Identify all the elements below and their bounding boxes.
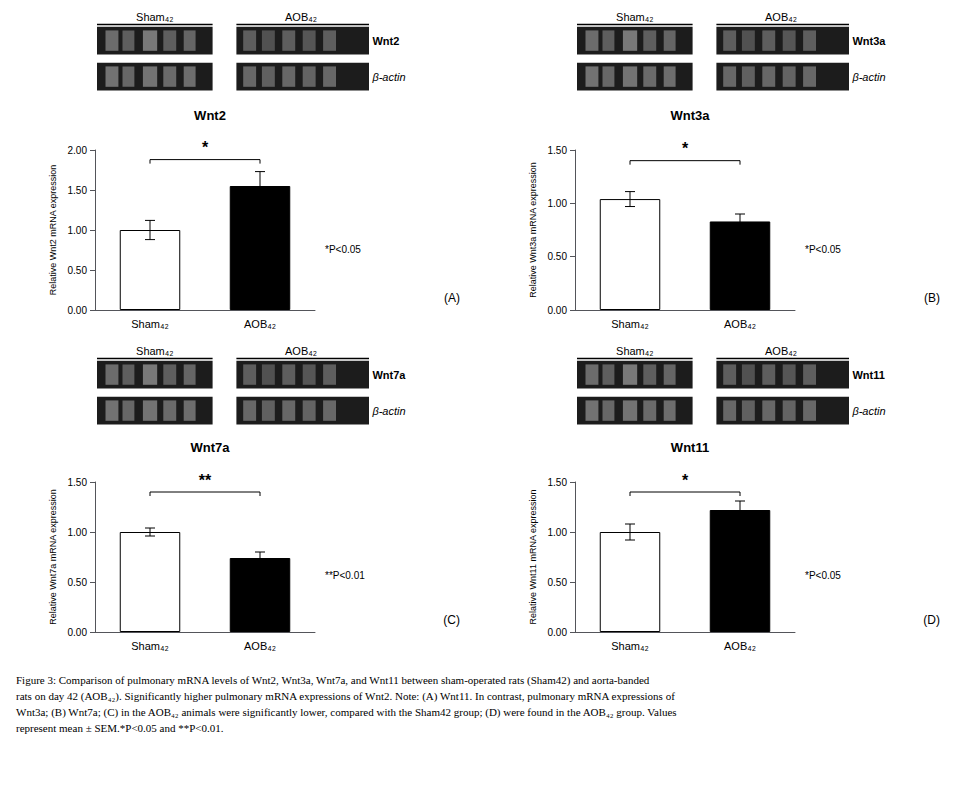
svg-text:1.00: 1.00 (548, 198, 568, 209)
svg-text:Wnt11: Wnt11 (671, 440, 709, 455)
svg-text:Sham₄₂: Sham₄₂ (136, 11, 174, 23)
svg-text:Relative Wnt11 mRNA expression: Relative Wnt11 mRNA expression (528, 490, 538, 625)
svg-text:β-actin: β-actin (371, 405, 405, 417)
svg-text:Sham₄₂: Sham₄₂ (131, 318, 169, 330)
svg-text:1.00: 1.00 (68, 225, 88, 236)
svg-text:rats on day 42 (AOB₄₂). Signif: rats on day 42 (AOB₄₂). Significantly hi… (16, 690, 675, 703)
svg-text:1.50: 1.50 (68, 477, 88, 488)
svg-text:*: * (682, 140, 689, 157)
svg-text:1.00: 1.00 (68, 527, 88, 538)
svg-text:Wnt3a; (B) Wnt7a; (C) in the A: Wnt3a; (B) Wnt7a; (C) in the AOB₄₂ anima… (16, 706, 677, 719)
svg-text:1.50: 1.50 (548, 145, 568, 156)
svg-text:Sham₄₂: Sham₄₂ (611, 318, 649, 330)
svg-text:0.00: 0.00 (68, 627, 88, 638)
svg-text:Wnt2: Wnt2 (194, 108, 226, 123)
svg-text:**P<0.01: **P<0.01 (325, 570, 365, 581)
svg-text:1.50: 1.50 (548, 477, 568, 488)
svg-text:Sham₄₂: Sham₄₂ (131, 640, 169, 652)
svg-text:β-actin: β-actin (851, 71, 885, 83)
svg-text:**: ** (199, 472, 212, 489)
svg-text:(B): (B) (924, 291, 940, 305)
svg-text:Wnt7a: Wnt7a (191, 440, 231, 455)
svg-text:represent mean ± SEM.*P<0.05 a: represent mean ± SEM.*P<0.05 and **P<0.0… (16, 722, 224, 734)
svg-text:(D): (D) (923, 613, 940, 627)
svg-text:*P<0.05: *P<0.05 (805, 570, 841, 581)
svg-text:AOB₄₂: AOB₄₂ (285, 11, 317, 23)
svg-text:Wnt11: Wnt11 (852, 369, 884, 381)
svg-text:Relative Wnt2 mRNA expression: Relative Wnt2 mRNA expression (48, 165, 58, 296)
svg-text:β-actin: β-actin (371, 71, 405, 83)
svg-text:AOB₄₂: AOB₄₂ (765, 11, 797, 23)
svg-text:AOB₄₂: AOB₄₂ (244, 640, 276, 652)
svg-text:2.00: 2.00 (68, 145, 88, 156)
svg-text:*: * (202, 139, 209, 156)
svg-text:Relative Wnt3a mRNA expression: Relative Wnt3a mRNA expression (528, 162, 538, 298)
svg-text:0.00: 0.00 (548, 305, 568, 316)
svg-text:*P<0.05: *P<0.05 (325, 244, 361, 255)
svg-text:β-actin: β-actin (851, 405, 885, 417)
svg-text:Relative Wnt7a mRNA expression: Relative Wnt7a mRNA expression (48, 489, 58, 625)
svg-text:1.50: 1.50 (68, 185, 88, 196)
svg-text:0.50: 0.50 (548, 251, 568, 262)
svg-text:0.50: 0.50 (548, 577, 568, 588)
svg-text:AOB₄₂: AOB₄₂ (724, 640, 756, 652)
svg-text:Wnt3a: Wnt3a (671, 108, 711, 123)
svg-text:(A): (A) (444, 291, 460, 305)
svg-text:AOB₄₂: AOB₄₂ (244, 318, 276, 330)
svg-text:0.50: 0.50 (68, 265, 88, 276)
svg-text:Sham₄₂: Sham₄₂ (136, 345, 174, 357)
svg-text:*P<0.05: *P<0.05 (805, 244, 841, 255)
svg-text:Wnt7a: Wnt7a (372, 369, 406, 381)
svg-text:0.50: 0.50 (68, 577, 88, 588)
svg-text:Figure 3: Comparison of pulmon: Figure 3: Comparison of pulmonary mRNA l… (16, 674, 650, 687)
svg-text:1.00: 1.00 (548, 527, 568, 538)
svg-text:AOB₄₂: AOB₄₂ (724, 318, 756, 330)
svg-text:(C): (C) (443, 613, 460, 627)
svg-text:AOB₄₂: AOB₄₂ (765, 345, 797, 357)
svg-text:*: * (682, 472, 689, 489)
svg-text:Sham₄₂: Sham₄₂ (616, 11, 654, 23)
svg-text:Wnt3a: Wnt3a (852, 35, 886, 47)
svg-text:AOB₄₂: AOB₄₂ (285, 345, 317, 357)
svg-text:Sham₄₂: Sham₄₂ (611, 640, 649, 652)
svg-text:0.00: 0.00 (68, 305, 88, 316)
svg-text:0.00: 0.00 (548, 627, 568, 638)
svg-text:Wnt2: Wnt2 (372, 35, 399, 47)
svg-text:Sham₄₂: Sham₄₂ (616, 345, 654, 357)
